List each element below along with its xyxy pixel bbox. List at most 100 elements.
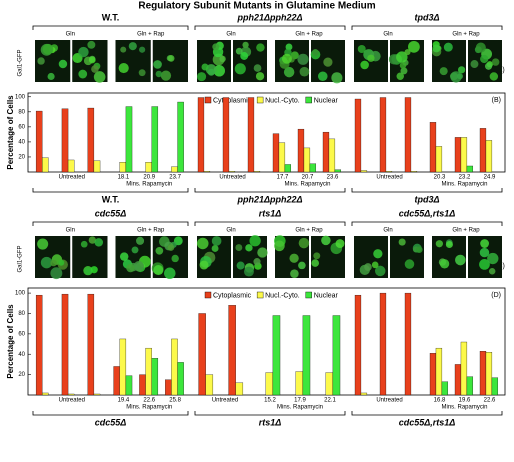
cell (199, 260, 209, 270)
cell (211, 236, 222, 246)
cell (404, 49, 411, 56)
bar (354, 98, 362, 173)
bar (479, 128, 487, 173)
x-tick-label: 19.6 (459, 398, 471, 404)
untreated-label: Untreated (212, 398, 238, 404)
y-axis-title: Percentage of Cells (6, 304, 15, 379)
cell (78, 46, 89, 58)
cell (235, 244, 243, 252)
bar (328, 138, 336, 173)
cell (364, 263, 372, 271)
bar (354, 294, 362, 396)
bar (198, 313, 206, 396)
bar (177, 362, 184, 396)
cell (201, 63, 209, 71)
bar (278, 142, 286, 173)
cell (139, 46, 146, 53)
x-tick-label: 22.6 (143, 398, 155, 404)
cell (126, 263, 135, 273)
cell (479, 259, 490, 270)
cell (255, 72, 265, 81)
cell (374, 265, 386, 277)
cell (479, 247, 490, 258)
bar (235, 382, 244, 396)
x-tick-label: 20.7 (302, 175, 314, 181)
y-tick-label: 20 (18, 372, 25, 378)
bar (165, 379, 172, 396)
bar (360, 392, 368, 396)
cell (236, 261, 245, 270)
cell (87, 40, 96, 49)
bracket (351, 411, 503, 416)
bar (454, 364, 462, 396)
bar (491, 377, 499, 396)
cell (439, 259, 450, 269)
figure-title: Regulatory Subunit Mutants in Glutamine … (138, 1, 375, 12)
rapamycin-label: Mins. Rapamycin (277, 405, 323, 411)
cell (88, 56, 96, 64)
cell (321, 235, 331, 246)
bar (35, 294, 43, 396)
cell (360, 60, 369, 70)
y-tick-label: 20 (18, 155, 25, 161)
bracket (194, 411, 346, 416)
condition-label: Gln + Rap (295, 228, 323, 234)
cell (257, 247, 268, 258)
bar (272, 315, 281, 396)
legend-label: Nuclear (314, 97, 339, 104)
bar (485, 140, 493, 173)
micrograph (390, 236, 424, 278)
bar (460, 137, 468, 173)
cell (120, 46, 127, 53)
x-tick-label: 15.2 (264, 398, 276, 404)
bracket (351, 221, 503, 226)
y-tick-label: 60 (18, 331, 25, 337)
cell (93, 71, 106, 83)
cell (131, 246, 139, 254)
bar (67, 159, 75, 173)
untreated-label: Untreated (376, 398, 402, 404)
bar (466, 376, 474, 396)
bracket (32, 221, 189, 226)
bar (322, 131, 330, 173)
bracket (194, 221, 346, 226)
bar (297, 128, 305, 173)
bar (479, 351, 487, 396)
bar (295, 371, 304, 396)
bar (61, 293, 69, 396)
cell (88, 236, 97, 244)
bar (171, 338, 178, 396)
x-tick-label: 16.8 (434, 398, 446, 404)
cell (298, 237, 310, 249)
bar (429, 122, 437, 173)
cell (285, 43, 293, 51)
cell (283, 66, 295, 78)
cell (256, 43, 265, 52)
strain-label: cdc55Δ,rts1Δ (399, 208, 456, 218)
bar (429, 353, 437, 396)
legend-label: Nucl.-Cyto. (265, 292, 300, 299)
cell (253, 258, 261, 266)
bar (404, 97, 412, 173)
legend-swatch (204, 291, 212, 299)
cell (211, 245, 219, 252)
condition-label: Gln (66, 32, 75, 38)
bar (87, 293, 95, 396)
rapamycin-label: Mins. Rapamycin (441, 182, 487, 188)
cell (367, 54, 375, 62)
image-row-label: Gal1-GFP (18, 49, 24, 76)
cell (432, 44, 441, 53)
cell (58, 259, 65, 266)
cell (455, 254, 466, 266)
cell (400, 67, 408, 75)
cell (488, 268, 496, 275)
cell (235, 47, 243, 55)
strain-label: tpd3Δ (414, 194, 439, 204)
cell (373, 249, 383, 259)
cell (128, 42, 137, 51)
x-tick-label: 23.6 (327, 175, 339, 181)
bar (454, 137, 462, 173)
cell (58, 59, 68, 69)
strain-label: pph21Δpph22Δ (236, 194, 302, 204)
bar (332, 315, 341, 396)
